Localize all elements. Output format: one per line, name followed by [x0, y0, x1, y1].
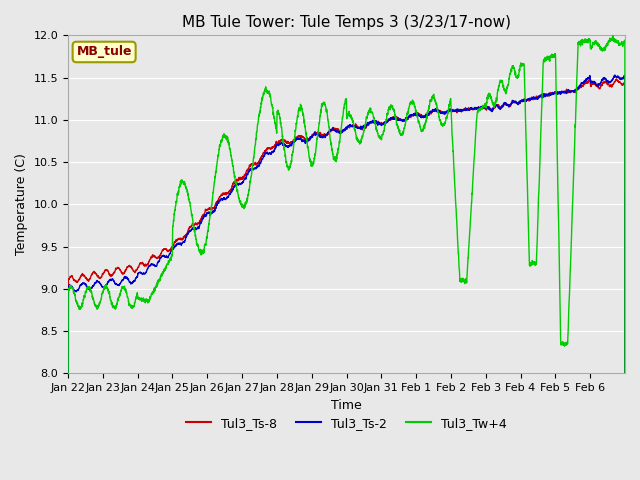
Y-axis label: Temperature (C): Temperature (C) [15, 154, 28, 255]
Text: MB_tule: MB_tule [76, 46, 132, 59]
Legend: Tul3_Ts-8, Tul3_Ts-2, Tul3_Tw+4: Tul3_Ts-8, Tul3_Ts-2, Tul3_Tw+4 [182, 412, 511, 435]
X-axis label: Time: Time [331, 398, 362, 412]
Title: MB Tule Tower: Tule Temps 3 (3/23/17-now): MB Tule Tower: Tule Temps 3 (3/23/17-now… [182, 15, 511, 30]
